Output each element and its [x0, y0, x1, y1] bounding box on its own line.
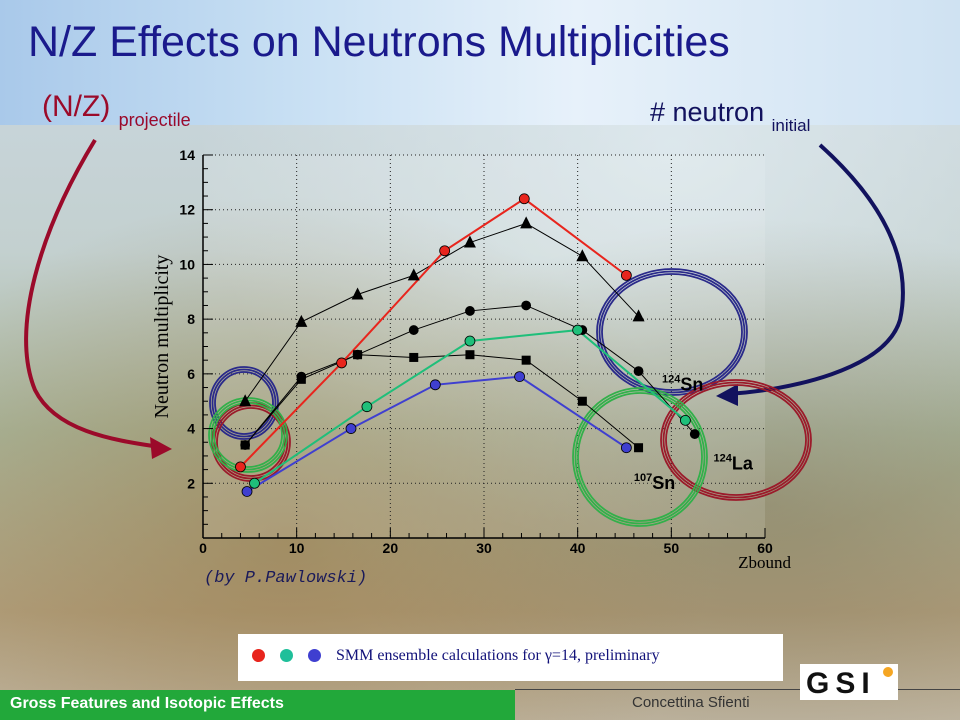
- gsi-logo: GSI: [800, 664, 898, 700]
- x-tick-label: 30: [476, 540, 492, 556]
- y-tick-label: 8: [187, 311, 195, 327]
- highlight-ellipse-blue-left: [209, 366, 279, 440]
- highlight-ellipse-124la: [662, 381, 810, 499]
- logo-text: GSI: [806, 667, 876, 700]
- data-point-circle: [620, 442, 632, 454]
- highlight-ellipse-124sn: [598, 270, 746, 394]
- highlight-ellipse-107sn: [574, 389, 706, 525]
- highlight-ellipse-124la: [665, 384, 807, 496]
- y-tick-label: 14: [179, 147, 195, 163]
- data-point-square: [634, 443, 644, 453]
- y-axis-title: Neutron multiplicity: [151, 255, 173, 419]
- data-point-triangle: [576, 249, 589, 262]
- data-point-circle: [514, 371, 525, 382]
- data-point-circle: [465, 306, 475, 316]
- highlight-ellipse-blue-left: [211, 368, 277, 438]
- initial-neutron-subscript: initial: [771, 116, 811, 135]
- plot-background: [203, 155, 765, 538]
- data-point-square: [409, 352, 419, 362]
- data-point-circle: [336, 357, 348, 369]
- x-tick-label: 40: [570, 540, 586, 556]
- y-tick-label: 10: [179, 256, 195, 272]
- arrow-projectile-head: [150, 437, 172, 459]
- data-point-circle: [679, 414, 691, 426]
- data-point-circle: [620, 269, 632, 281]
- plot-area: [203, 155, 765, 538]
- series-line-0: [244, 222, 639, 402]
- footer-author: Concettina Sfienti: [632, 694, 750, 711]
- data-point-circle: [235, 461, 246, 473]
- data-point-triangle: [239, 394, 252, 407]
- projectile-nz-label: (N/Z) projectile: [42, 90, 191, 131]
- data-point-circle: [633, 366, 644, 377]
- data-point-square: [296, 374, 306, 384]
- series-line-2: [244, 354, 639, 449]
- x-tick-label: 20: [383, 540, 399, 556]
- x-tick-label: 60: [757, 540, 773, 556]
- x-axis-title: Zbound: [738, 553, 791, 572]
- data-point-square: [521, 355, 531, 365]
- data-point-square: [240, 440, 250, 450]
- projectile-nz-subscript: projectile: [118, 110, 191, 130]
- projectile-nz-text: (N/Z): [42, 90, 111, 123]
- y-tick-label: 6: [187, 366, 195, 382]
- highlight-ellipse-107sn: [572, 387, 708, 527]
- x-tick-label: 50: [664, 540, 680, 556]
- arrow-neutron-path: [727, 143, 905, 396]
- footer-divider: [515, 689, 960, 690]
- legend-red-dot: [252, 649, 265, 662]
- highlight-ellipse-blue-left: [214, 371, 274, 435]
- arrow-neutron-head: [716, 384, 738, 406]
- x-tick-label: 10: [289, 540, 305, 556]
- data-point-circle: [439, 245, 451, 257]
- x-tick-label: 0: [199, 540, 207, 556]
- footer-bar: Gross Features and Isotopic Effects: [0, 690, 515, 720]
- y-tick-label: 2: [187, 475, 195, 491]
- isotope-label-1: 124La: [713, 453, 753, 474]
- credit-text: (by P.Pawlowski): [204, 569, 368, 588]
- slide-title: N/Z Effects on Neutrons Multiplicities: [28, 18, 730, 66]
- legend-box: SMM ensemble calculations for γ=14, prel…: [238, 634, 783, 681]
- isotope-label-2: 107Sn: [634, 472, 675, 493]
- highlight-ellipse-107sn: [577, 392, 703, 522]
- data-point-circle: [345, 423, 357, 434]
- data-point-triangle: [295, 314, 308, 327]
- data-point-square: [465, 350, 475, 360]
- y-tick-label: 4: [187, 421, 195, 437]
- y-tick-label: 12: [179, 202, 195, 218]
- data-point-triangle: [351, 287, 364, 300]
- data-point-circle: [521, 300, 532, 311]
- legend-green-dot: [280, 649, 293, 662]
- data-point-triangle: [632, 309, 645, 322]
- data-point-square: [353, 350, 363, 360]
- legend-blue-dot: [308, 649, 321, 662]
- initial-neutron-label: # neutron initial: [650, 97, 810, 136]
- data-point-circle: [408, 325, 419, 335]
- initial-neutron-text: # neutron: [650, 97, 765, 127]
- highlight-ellipse-124sn: [596, 268, 748, 396]
- data-point-triangle: [463, 235, 476, 248]
- data-point-circle: [361, 401, 373, 413]
- data-point-square: [577, 396, 587, 406]
- data-point-triangle: [407, 268, 420, 281]
- footer-section-title: Gross Features and Isotopic Effects: [10, 695, 284, 712]
- data-point-circle: [249, 477, 260, 489]
- header-band: [0, 0, 960, 125]
- legend-text: SMM ensemble calculations for γ=14, prel…: [336, 647, 660, 664]
- highlight-ellipse-red-left: [216, 407, 286, 477]
- data-point-circle: [572, 324, 584, 336]
- highlight-ellipse-124la: [660, 379, 812, 501]
- arrow-projectile-path: [24, 138, 161, 449]
- data-point-circle: [429, 379, 441, 391]
- data-point-circle: [464, 335, 476, 347]
- highlight-ellipse-124sn: [601, 273, 743, 391]
- data-point-triangle: [520, 216, 533, 229]
- isotope-label-0: 124Sn: [662, 373, 703, 394]
- data-point-circle: [689, 429, 700, 439]
- data-point-circle: [518, 193, 530, 205]
- data-point-circle: [241, 486, 253, 497]
